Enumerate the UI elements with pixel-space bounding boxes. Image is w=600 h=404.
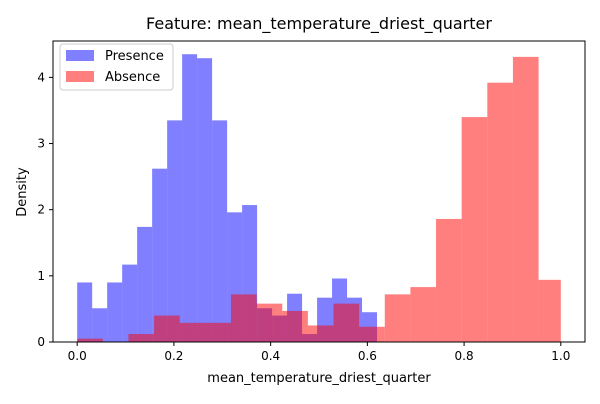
bar-presence-5 xyxy=(152,168,168,342)
bar-absence-12 xyxy=(384,294,411,342)
bar-presence-3 xyxy=(122,264,138,342)
bars-layer xyxy=(77,54,561,343)
series-absence xyxy=(77,56,561,343)
x-tick-label: 0.0 xyxy=(68,349,87,363)
bar-absence-5 xyxy=(205,322,231,342)
bar-absence-0 xyxy=(77,338,103,342)
y-tick-label: 2 xyxy=(37,203,45,217)
bar-absence-8 xyxy=(282,310,308,342)
bar-absence-6 xyxy=(230,294,257,342)
bar-presence-7 xyxy=(182,54,198,342)
x-tick-label: 0.2 xyxy=(164,349,183,363)
bar-presence-6 xyxy=(167,120,183,342)
plot-frame xyxy=(52,40,586,343)
bar-presence-0 xyxy=(77,282,93,342)
y-tick-label: 1 xyxy=(37,269,45,283)
bar-absence-17 xyxy=(512,56,539,342)
x-axis-label: mean_temperature_driest_quarter xyxy=(207,371,431,386)
bar-absence-14 xyxy=(436,218,462,342)
bar-absence-11 xyxy=(359,326,385,342)
legend-label-absence: Absence xyxy=(105,70,160,85)
x-tick-label: 0.4 xyxy=(261,349,280,363)
bar-absence-4 xyxy=(179,322,206,342)
bar-presence-2 xyxy=(107,282,123,342)
bar-absence-16 xyxy=(487,82,513,343)
legend-swatch-absence xyxy=(66,71,94,82)
bar-absence-9 xyxy=(307,325,334,342)
y-tick-label: 4 xyxy=(37,70,45,84)
x-tick-label: 1.0 xyxy=(551,349,570,363)
bar-absence-15 xyxy=(461,117,488,342)
legend-swatch-presence xyxy=(66,50,94,61)
y-tick-label: 0 xyxy=(37,335,45,349)
bar-presence-1 xyxy=(92,308,108,342)
legend: Presence Absence xyxy=(59,43,174,91)
x-tick-label: 0.8 xyxy=(455,349,474,363)
bar-presence-9 xyxy=(212,120,228,342)
bar-absence-13 xyxy=(410,287,437,342)
x-tick-label: 0.6 xyxy=(358,349,377,363)
bar-absence-10 xyxy=(333,303,360,342)
legend-label-presence: Presence xyxy=(105,49,164,64)
bar-absence-7 xyxy=(256,303,283,342)
y-axis-label: Density xyxy=(15,167,30,217)
bar-absence-18 xyxy=(538,279,561,342)
chart-title: Feature: mean_temperature_driest_quarter xyxy=(146,14,492,34)
bar-presence-8 xyxy=(197,58,213,342)
axes-layer: 0.0 0.2 0.4 0.6 0.8 1.0 0 1 2 3 4 xyxy=(37,40,586,363)
bar-absence-2 xyxy=(128,334,155,342)
bar-absence-3 xyxy=(154,315,180,342)
bar-presence-4 xyxy=(137,226,153,342)
y-tick-label: 3 xyxy=(37,137,45,151)
